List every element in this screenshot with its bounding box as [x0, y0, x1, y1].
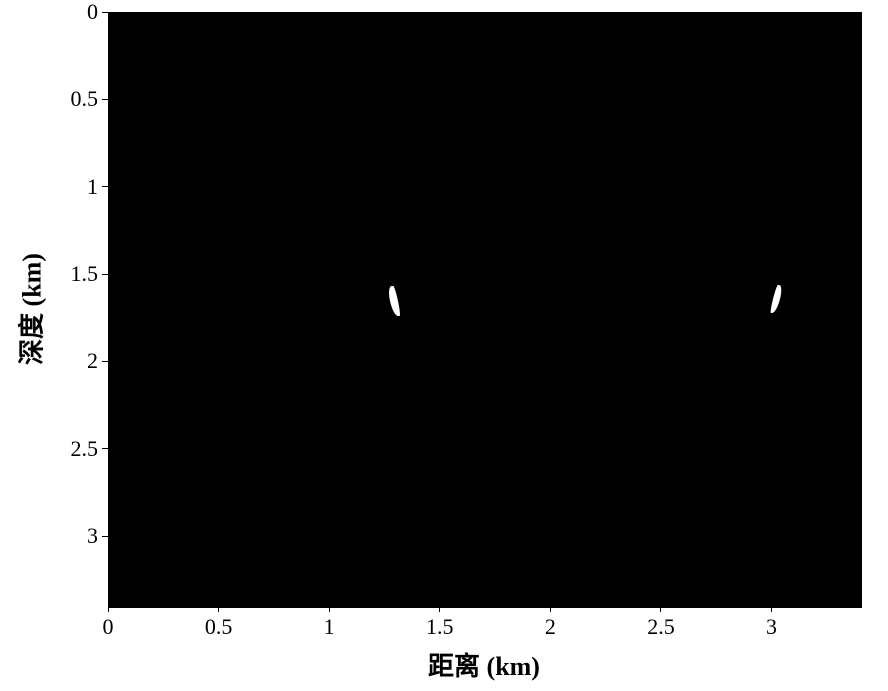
x-tick: [550, 606, 551, 612]
x-tick: [439, 606, 440, 612]
y-tick: [102, 12, 108, 13]
data-mark: [387, 286, 401, 316]
y-tick: [102, 536, 108, 537]
x-tick: [329, 606, 330, 612]
data-mark: [770, 285, 784, 313]
y-tick-label: 2.5: [68, 436, 98, 462]
y-tick: [102, 361, 108, 362]
x-tick-label: 0.5: [205, 614, 233, 640]
x-axis-label: 距离 (km): [428, 646, 540, 683]
plot-area: [108, 12, 862, 608]
x-tick-label: 2: [545, 614, 556, 640]
x-tick: [108, 606, 109, 612]
y-tick-label: 0.5: [68, 86, 98, 112]
y-tick: [102, 448, 108, 449]
y-axis-label: 深度 (km): [12, 253, 49, 365]
x-tick: [771, 606, 772, 612]
y-tick-label: 0: [68, 0, 98, 25]
y-tick-label: 3: [68, 523, 98, 549]
y-tick: [102, 274, 108, 275]
x-tick: [218, 606, 219, 612]
y-tick-label: 1.5: [68, 261, 98, 287]
x-tick-label: 1: [324, 614, 335, 640]
x-tick-label: 3: [766, 614, 777, 640]
y-tick: [102, 186, 108, 187]
y-tick-label: 2: [68, 348, 98, 374]
x-tick-label: 0: [103, 614, 114, 640]
y-tick: [102, 99, 108, 100]
x-tick-label: 2.5: [647, 614, 675, 640]
x-tick: [660, 606, 661, 612]
x-tick-label: 1.5: [426, 614, 454, 640]
y-tick-label: 1: [68, 174, 98, 200]
